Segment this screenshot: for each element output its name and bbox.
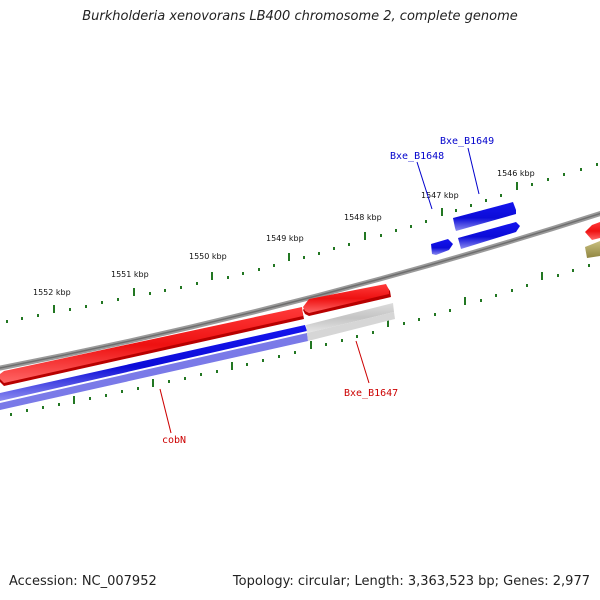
gene-label-bxe-b1648[interactable]: Bxe_B1648	[390, 151, 444, 162]
gene-reverse-arrow[interactable]	[458, 222, 520, 249]
kbp-label: 1552 kbp	[33, 288, 71, 297]
gene-bxe-b1647[interactable]	[306, 303, 395, 341]
kbp-label: 1546 kbp	[497, 169, 535, 178]
gene-cobn-forward[interactable]	[0, 307, 304, 386]
gene-cobn-reverse[interactable]	[0, 325, 308, 410]
leader-line-bxe-b1649	[467, 147, 480, 195]
leader-line-cobn	[159, 388, 172, 434]
map-title: Burkholderia xenovorans LB400 chromosome…	[82, 9, 518, 24]
gene-olive-edge[interactable]	[585, 241, 600, 258]
gene-forward-edge[interactable]	[585, 222, 600, 240]
kbp-labels: 1546 kbp 1547 kbp 1548 kbp 1549 kbp 1550…	[33, 169, 535, 297]
kbp-label: 1549 kbp	[266, 234, 304, 243]
outer-major-ticks	[53, 182, 518, 313]
gene-bxe-b1649[interactable]	[453, 202, 516, 231]
outer-minor-ticks	[6, 163, 598, 323]
gene-label-bxe-b1649[interactable]: Bxe_B1649	[440, 136, 494, 147]
leader-line-bxe-b1648	[416, 161, 433, 210]
kbp-label: 1547 kbp	[421, 191, 459, 200]
genome-summary-text: Topology: circular; Length: 3,363,523 bp…	[232, 574, 590, 589]
kbp-label: 1550 kbp	[189, 252, 227, 261]
outer-tick-track	[6, 163, 598, 323]
inner-minor-ticks	[10, 264, 590, 416]
genome-backbone-edge	[0, 212, 600, 369]
gene-forward-arrow[interactable]	[303, 284, 391, 316]
leader-line-bxe-b1647	[355, 340, 370, 384]
kbp-label: 1548 kbp	[344, 213, 382, 222]
gene-label-bxe-b1647[interactable]: Bxe_B1647	[344, 388, 398, 399]
accession-text: Accession: NC_007952	[9, 574, 157, 589]
inner-tick-track	[10, 264, 590, 416]
gene-label-cobn[interactable]: cobN	[162, 435, 186, 446]
gene-bxe-b1648[interactable]	[431, 239, 453, 255]
kbp-label: 1551 kbp	[111, 270, 149, 279]
inner-major-ticks	[73, 272, 543, 404]
